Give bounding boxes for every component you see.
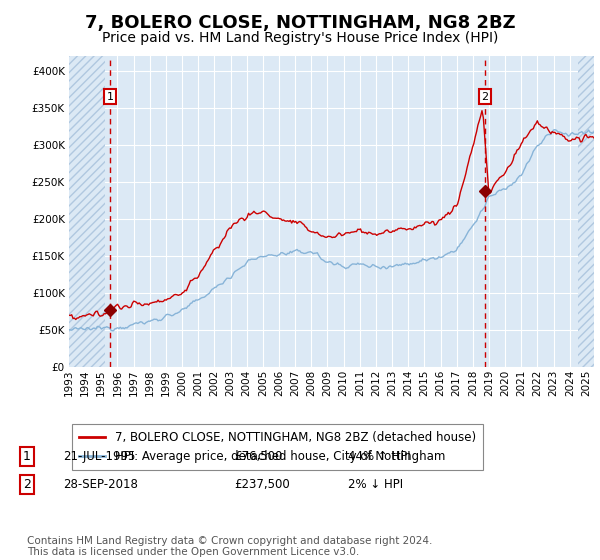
- Bar: [69, 56, 106, 367]
- Text: £76,500: £76,500: [234, 450, 283, 463]
- Text: 1: 1: [107, 92, 113, 102]
- Text: 28-SEP-2018: 28-SEP-2018: [63, 478, 138, 491]
- Text: 44% ↑ HPI: 44% ↑ HPI: [348, 450, 410, 463]
- Text: 7, BOLERO CLOSE, NOTTINGHAM, NG8 2BZ: 7, BOLERO CLOSE, NOTTINGHAM, NG8 2BZ: [85, 14, 515, 32]
- Text: 21-JUL-1995: 21-JUL-1995: [63, 450, 136, 463]
- Text: 2% ↓ HPI: 2% ↓ HPI: [348, 478, 403, 491]
- Legend: 7, BOLERO CLOSE, NOTTINGHAM, NG8 2BZ (detached house), HPI: Average price, detac: 7, BOLERO CLOSE, NOTTINGHAM, NG8 2BZ (de…: [72, 424, 483, 470]
- Text: £237,500: £237,500: [234, 478, 290, 491]
- Text: 2: 2: [481, 92, 488, 102]
- Bar: [578, 56, 594, 367]
- Text: Price paid vs. HM Land Registry's House Price Index (HPI): Price paid vs. HM Land Registry's House …: [102, 31, 498, 45]
- Text: Contains HM Land Registry data © Crown copyright and database right 2024.
This d: Contains HM Land Registry data © Crown c…: [27, 535, 433, 557]
- Text: 1: 1: [23, 450, 31, 463]
- Text: 2: 2: [23, 478, 31, 491]
